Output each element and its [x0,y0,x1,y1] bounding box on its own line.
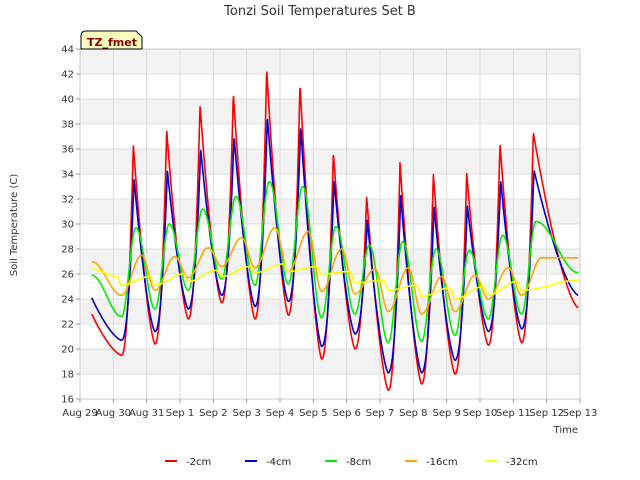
y-tick-label: 42 [61,70,74,81]
y-tick-label: 36 [61,145,74,156]
x-tick-label: Sep 10 [463,408,498,419]
legend: -2cm -4cm -8cm -16cm -32cm [165,457,538,468]
y-tick-label: 24 [61,295,74,306]
badge-shape [80,30,143,50]
y-tick-label: 34 [61,170,74,181]
x-axis-label: Time [553,425,578,436]
x-tick-label: Aug 31 [129,408,164,419]
plot-band [80,149,580,174]
series-line-minus-8cm [91,180,579,344]
badge-label: TZ_fmet [87,36,137,49]
x-tick-label: Sep 9 [432,408,460,419]
y-tick-label: 38 [61,120,74,131]
plot-band [80,99,580,124]
chart-title: Tonzi Soil Temperatures Set B [223,4,416,19]
series-line-minus-16cm [91,227,579,315]
series-line-minus-32cm [91,263,579,300]
legend-label: -2cm [186,457,211,468]
x-tick-label: Sep 11 [496,408,531,419]
x-tick-label: Sep 8 [399,408,427,419]
y-tick-label: 16 [61,395,74,406]
x-tick-label: Sep 3 [232,408,260,419]
y-tick-label: 28 [61,245,74,256]
y-tick-label: 22 [61,320,74,331]
y-tick-label: 26 [61,270,74,281]
series-line-minus-2cm [90,71,579,391]
x-tick-label: Sep 7 [366,408,394,419]
station-badge: TZ_fmet [80,30,143,50]
legend-label: -32cm [506,457,538,468]
x-tick-label: Sep 13 [563,408,598,419]
x-tick-label: Aug 29 [62,408,97,419]
x-tick-label: Aug 30 [96,408,131,419]
x-tick-label: Sep 5 [299,408,327,419]
y-tick-label: 18 [61,370,74,381]
legend-label: -16cm [426,457,458,468]
x-tick-label: Sep 4 [266,408,294,419]
plot-band [80,49,580,74]
plot-band [80,349,580,374]
y-tick-label: 30 [61,220,74,231]
legend-label: -4cm [266,457,291,468]
y-axis-label: Soil Temperature (C) [9,174,20,277]
x-tick-label: Sep 2 [199,408,227,419]
x-tick-label: Sep 6 [332,408,360,419]
y-tick-label: 20 [61,345,74,356]
x-tick-label: Sep 12 [529,408,564,419]
x-tick-label: Sep 1 [166,408,194,419]
y-axis-ticks: 16 18 20 22 24 26 28 30 32 34 36 38 40 42 44 [61,45,80,406]
y-tick-label: 40 [61,95,74,106]
legend-label: -8cm [346,457,371,468]
y-tick-label: 32 [61,195,74,206]
series-lines [90,71,579,391]
plot-band [80,299,580,324]
y-tick-label: 44 [61,45,74,56]
